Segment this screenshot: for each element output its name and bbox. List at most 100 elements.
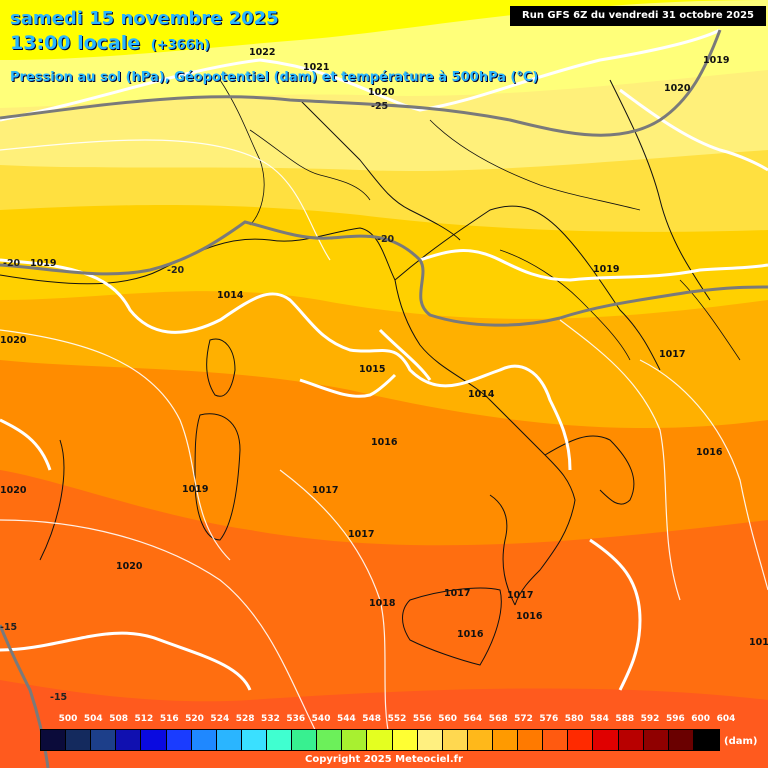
legend-label: 600 [691,714,711,724]
pressure-label: 1020 [664,83,691,94]
pressure-label: 1020 [0,485,27,496]
temperature-label: -15 [0,622,18,633]
legend-swatch [141,730,167,750]
legend-swatch [543,730,569,750]
legend-label: 576 [539,714,559,724]
pressure-label: 1016 [696,447,723,458]
legend-swatch [116,730,142,750]
legend-swatch [317,730,343,750]
legend-label: 588 [615,714,635,724]
legend-label: 604 [716,714,736,724]
legend-label: 584 [590,714,609,724]
pressure-label: 1017 [507,590,534,601]
legend-swatch [593,730,619,750]
legend-labels: 500 504 508 512 516 520 524 528 532 536 540 544 548 5… [40,714,736,728]
legend-swatch [266,730,293,750]
pressure-label: 1022 [249,47,276,58]
legend-swatch [66,730,92,750]
forecast-time-text: 13:00 locale [10,32,141,54]
temperature-label: -20 [3,258,21,269]
band-548 [0,0,768,60]
legend-label: 508 [109,714,129,724]
pressure-label: 1017 [444,588,471,599]
legend-swatch [41,730,67,750]
pressure-label: 1018 [369,598,396,609]
legend-swatch [518,730,544,750]
pressure-label: 1019 [703,55,730,66]
run-info: Run GFS 6Z du vendredi 31 octobre 2025 [510,6,766,26]
legend-label: 516 [159,714,179,724]
pressure-label: 1016 [371,437,398,448]
pressure-label: 1017 [348,529,375,540]
forecast-time: 13:00 locale (+366h) [10,32,210,54]
pressure-label: 1019 [182,484,209,495]
pressure-label: 1014 [217,290,244,301]
legend-label: 548 [362,714,382,724]
pressure-label: 1020 [0,335,27,346]
legend-label: 552 [387,714,407,724]
pressure-label: 1016 [457,629,484,640]
legend-label: 560 [438,714,457,724]
temperature-label: -15 [50,692,68,703]
legend-label: 592 [640,714,660,724]
legend-label: 596 [665,714,685,724]
legend-label: 568 [488,714,508,724]
legend-swatch [392,730,418,750]
legend-swatch [367,730,393,750]
legend-label: 524 [210,714,230,724]
legend-swatch [568,730,594,750]
legend-colorbar [40,729,720,751]
pressure-label: 1020 [368,87,395,98]
legend-label: 540 [311,714,331,724]
legend-label: 544 [336,714,356,724]
legend-label: 536 [286,714,306,724]
pressure-label: 1021 [303,62,330,73]
legend-swatch [668,730,694,750]
legend-swatch [241,730,267,750]
legend-label: 572 [514,714,533,724]
pressure-label: 1017 [312,485,339,496]
pressure-label: 1014 [468,389,495,400]
legend-label: 564 [463,714,483,724]
legend-swatch [618,730,644,750]
legend-unit: (dam) [724,736,758,747]
pressure-label: 1019 [593,264,620,275]
legend-label: 504 [83,714,103,724]
temperature-label: -25 [371,101,389,112]
legend-swatch [342,730,368,750]
forecast-lead: (+366h) [150,38,210,53]
legend-swatch [492,730,519,750]
temperature-label: -20 [167,265,185,276]
legend-swatch [693,730,719,750]
legend-label: 512 [134,714,154,724]
legend-label: 528 [235,714,255,724]
pressure-label: 101 [749,637,768,648]
pressure-label: 1019 [30,258,57,269]
legend-swatch [91,730,117,750]
forecast-date: samedi 15 novembre 2025 [10,8,279,29]
legend-label: 532 [261,714,280,724]
legend-swatch [191,730,217,750]
copyright: Copyright 2025 Meteociel.fr [305,754,463,765]
legend-swatch [292,730,318,750]
pressure-label: 1016 [516,611,543,622]
pressure-label: 1020 [116,561,143,572]
legend-label: 556 [412,714,432,724]
map-description: Pression au sol (hPa), Géopotentiel (dam… [10,70,539,85]
pressure-label: 1017 [659,349,686,360]
pressure-label: 1015 [359,364,386,375]
borders [219,79,741,361]
legend-label: 580 [564,714,584,724]
legend-swatch [216,730,242,750]
legend-label: 520 [185,714,204,724]
temperature-label: -20 [377,234,395,245]
legend-swatch [166,730,192,750]
legend-swatch [643,730,669,750]
legend-swatch [442,730,468,750]
legend-swatch [467,730,493,750]
isobars-thin [0,139,768,741]
legend-label: 500 [58,714,78,724]
legend-swatch [417,730,443,750]
